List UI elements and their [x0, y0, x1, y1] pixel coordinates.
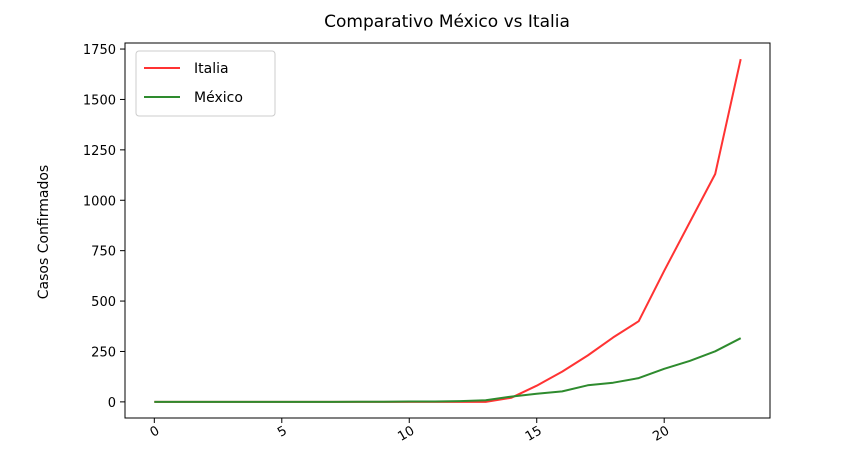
y-tick-label: 1500 [83, 93, 116, 108]
x-tick-label: 10 [395, 423, 417, 444]
y-tick-label: 1000 [83, 194, 116, 209]
chart-title: Comparativo México vs Italia [324, 12, 570, 32]
x-tick-label: 5 [275, 423, 290, 440]
y-tick-label: 500 [91, 295, 116, 310]
x-tick-label: 20 [650, 423, 672, 444]
plot-area [154, 58, 742, 403]
legend-label: Italia [194, 61, 229, 77]
legend: Italia México [135, 50, 276, 117]
y-tick-label: 750 [91, 245, 116, 260]
y-axis: 0 250 500 750 1000 1250 1500 1750 [83, 43, 125, 411]
y-tick-label: 250 [91, 345, 116, 360]
series-line-1 [154, 337, 742, 403]
x-axis: 0 5 10 15 20 [148, 418, 672, 445]
x-tick-label: 0 [148, 423, 163, 440]
y-tick-label: 0 [108, 396, 116, 411]
x-tick-label: 15 [523, 423, 545, 444]
y-tick-label: 1750 [83, 43, 116, 58]
y-axis-label: Casos Confirmados [36, 165, 52, 299]
legend-label: México [194, 90, 243, 106]
plot-frame [124, 42, 771, 419]
y-tick-label: 1250 [83, 144, 116, 159]
